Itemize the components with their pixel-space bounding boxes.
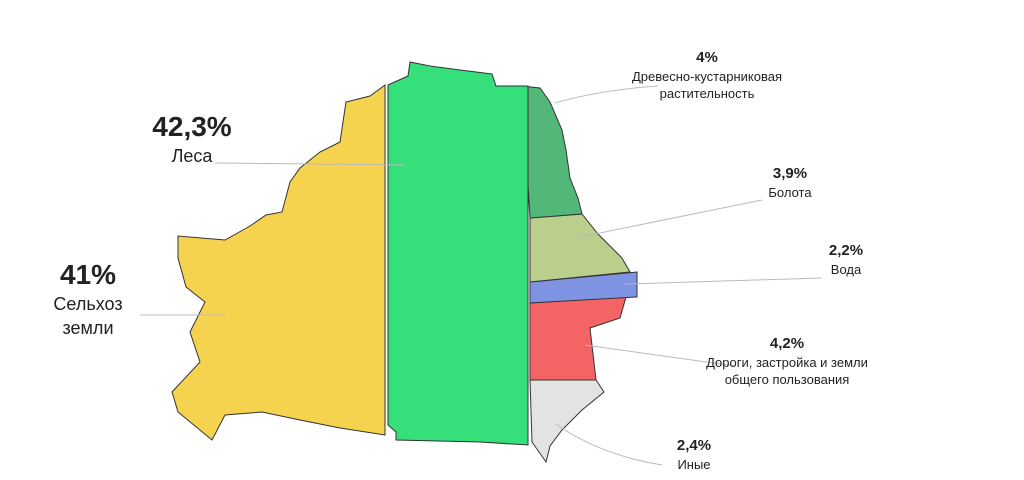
category-label: Леса [171, 146, 213, 166]
leader-line [214, 162, 406, 166]
value-label: 3,9% [772, 165, 808, 182]
land-region [387, 61, 529, 446]
region-label: 42,3% Леса [142, 110, 242, 168]
category-label: Древесно-кустарниковая растительность [632, 69, 782, 101]
category-label: Иные [677, 457, 711, 472]
region-label: 2,4% Иные [644, 436, 744, 473]
category-label: Дороги, застройка и земли общего пользов… [706, 355, 868, 387]
leader-line [554, 85, 659, 104]
leaders [140, 85, 823, 466]
region-label: 41% Сельхоз земли [38, 258, 138, 340]
land-region [171, 84, 386, 441]
leader-line [579, 199, 763, 238]
category-label: Сельхоз земли [53, 294, 123, 338]
land-region [529, 379, 605, 464]
value-label: 2,2% [828, 242, 864, 259]
region-label: 4,2% Дороги, застройка и земли общего пол… [702, 334, 872, 388]
value-label: 41% [59, 259, 117, 290]
land-region [529, 296, 627, 381]
land-region [529, 213, 631, 283]
leader-line [584, 344, 736, 367]
category-label: Вода [830, 262, 862, 277]
region-label: 4% Древесно-кустарниковая растительность [627, 48, 787, 102]
land-region [521, 85, 583, 219]
value-label: 2,4% [676, 437, 712, 454]
leader-line [624, 277, 823, 285]
value-label: 4% [696, 49, 718, 66]
value-label: 42,3% [152, 111, 232, 142]
category-label: Болота [768, 185, 812, 200]
region-label: 3,9% Болота [730, 164, 850, 201]
leader-line [555, 423, 663, 466]
value-label: 4,2% [769, 335, 805, 352]
region-label: 2,2% Вода [796, 241, 896, 278]
